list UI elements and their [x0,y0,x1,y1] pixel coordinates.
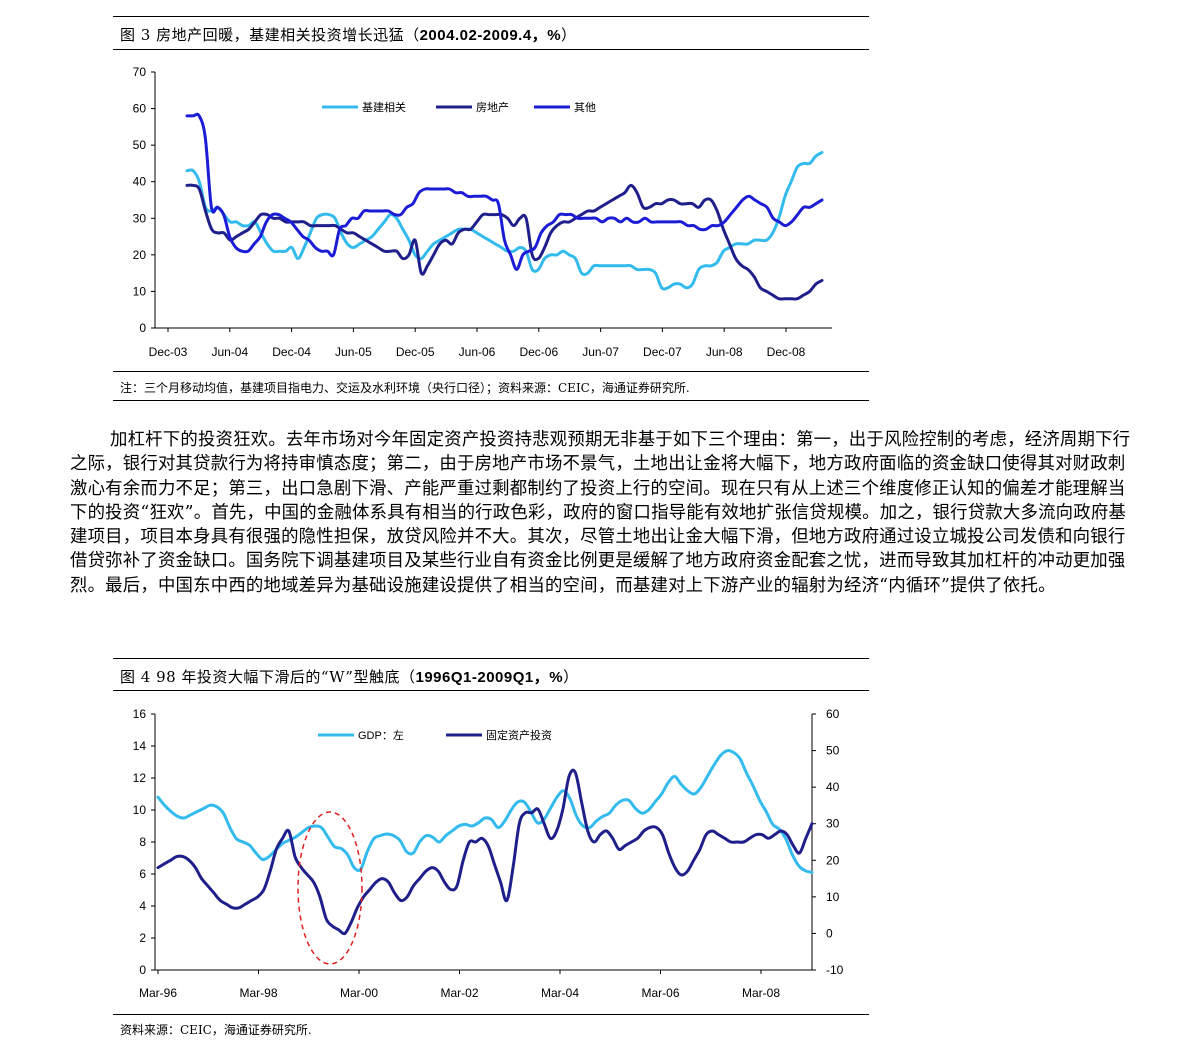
x-tick-label: Jun-06 [459,345,496,359]
legend-label: GDP：左 [358,729,404,742]
left-y-tick-label: 0 [139,963,146,977]
x-tick-label: Dec-07 [643,345,682,359]
legend-label: 基建相关 [362,100,406,114]
figure-4-title-text: 图 4 98 年投资大幅下滑后的“W”型触底（ [120,668,416,686]
x-tick-label: Mar-06 [641,986,679,1000]
x-tick-label: Dec-03 [149,345,188,359]
right-y-tick-label: 0 [826,926,833,940]
x-tick-label: Mar-96 [139,986,177,1000]
figure-4-bottom-rule [113,1014,869,1015]
left-y-tick-label: 16 [133,707,147,721]
y-tick-label: 40 [133,175,147,189]
x-tick-label: Jun-05 [335,345,372,359]
figure-4-title-rule [113,690,869,691]
legend-label: 固定资产投资 [486,728,552,742]
y-tick-label: 50 [133,138,147,152]
y-tick-label: 10 [133,284,147,298]
x-tick-label: Dec-06 [519,345,558,359]
x-tick-label: Mar-04 [541,986,579,1000]
figure-3-title-text: 图 3 房地产回暖，基建相关投资增长迅猛（ [120,26,420,44]
left-y-tick-label: 8 [139,835,146,849]
figure-4-title: 图 4 98 年投资大幅下滑后的“W”型触底（1996Q1-2009Q1，%） [120,666,579,687]
legend-label: 房地产 [476,100,509,114]
figure-3-title: 图 3 房地产回暖，基建相关投资增长迅猛（2004.02-2009.4，%） [120,24,577,45]
y-tick-label: 70 [133,65,147,79]
series-line-1 [156,749,814,874]
x-tick-label: Jun-07 [582,345,619,359]
x-tick-label: Mar-98 [239,986,277,1000]
body-paragraph: 加杠杆下的投资狂欢。去年市场对今年固定资产投资持悲观预期无非基于如下三个理由：第… [70,430,1131,596]
figure-4-top-rule [113,658,869,659]
figure-4-source-note: 资料来源：CEIC，海通证券研究所. [120,1023,312,1037]
right-y-tick-label: 20 [826,853,840,867]
right-y-tick-label: 60 [826,707,840,721]
left-y-tick-label: 12 [133,771,147,785]
figure-3-title-close: ） [561,26,577,44]
figure-3-top-rule [113,16,869,17]
x-tick-label: Dec-05 [396,345,435,359]
figure-3-title-rule [113,49,869,50]
x-tick-label: Jun-08 [706,345,743,359]
right-y-tick-label: 50 [826,744,840,758]
y-tick-label: 30 [133,211,147,225]
left-y-tick-label: 4 [139,899,146,913]
figure-3-title-range: 2004.02-2009.4，% [419,27,562,44]
series-line-2 [156,768,814,936]
series-line-3 [185,112,824,271]
legend-label: 其他 [574,101,596,114]
left-y-tick-label: 6 [139,867,146,881]
y-tick-label: 0 [139,321,146,335]
left-y-tick-label: 2 [139,931,146,945]
figure-4-title-range: 1996Q1-2009Q1，% [415,669,564,686]
right-y-tick-label: 40 [826,780,840,794]
figure-3-source-note: 注：三个月移动均值，基建项目指电力、交运及水利环境（央行口径）；资料来源：CEI… [120,381,690,395]
right-y-tick-label: -10 [826,963,844,977]
right-y-tick-label: 30 [826,817,840,831]
left-y-tick-label: 10 [133,803,147,817]
left-y-tick-label: 14 [133,739,147,753]
x-tick-label: Dec-08 [767,345,806,359]
series-line-1 [185,151,824,291]
x-tick-label: Jun-04 [211,345,248,359]
y-tick-label: 20 [133,248,147,262]
x-tick-label: Mar-08 [742,986,780,1000]
figure-3-note-rule [113,400,869,401]
right-y-tick-label: 10 [826,890,840,904]
x-tick-label: Dec-04 [272,345,311,359]
highlight-ellipse [297,811,363,965]
x-tick-label: Mar-00 [340,986,378,1000]
y-tick-label: 60 [133,102,147,116]
figure-4-title-close: ） [563,668,579,686]
series-line-2 [185,183,824,301]
figure-3-bottom-rule [113,371,869,372]
x-tick-label: Mar-02 [440,986,478,1000]
